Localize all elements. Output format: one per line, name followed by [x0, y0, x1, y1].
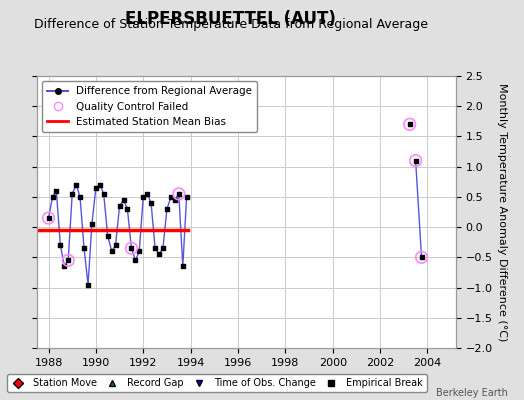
Point [174, 191, 183, 197]
Point [151, 245, 159, 252]
Point [64, 257, 72, 264]
Y-axis label: Monthly Temperature Anomaly Difference (°C): Monthly Temperature Anomaly Difference (… [497, 83, 507, 341]
Point [182, 194, 191, 200]
Text: Berkeley Earth: Berkeley Earth [436, 388, 508, 398]
Point [52, 188, 61, 194]
Point [88, 221, 96, 227]
Point [107, 248, 116, 254]
Point [119, 197, 128, 203]
Text: Difference of Station Temperature Data from Regional Average: Difference of Station Temperature Data f… [34, 18, 428, 31]
Point [417, 254, 425, 260]
Point [127, 245, 136, 252]
Point [76, 194, 84, 200]
Legend: Station Move, Record Gap, Time of Obs. Change, Empirical Break: Station Move, Record Gap, Time of Obs. C… [7, 374, 427, 392]
Point [171, 197, 179, 203]
Point [131, 257, 139, 264]
Point [72, 182, 80, 188]
Text: ELPERSBUETTEL (AUT): ELPERSBUETTEL (AUT) [125, 10, 336, 28]
Point [411, 158, 420, 164]
Point [48, 194, 57, 200]
Point [123, 206, 132, 212]
Point [45, 215, 53, 221]
Point [104, 233, 112, 239]
Point [155, 251, 163, 258]
Point [115, 203, 124, 209]
Point [406, 121, 414, 128]
Point [174, 191, 183, 197]
Point [80, 245, 88, 252]
Point [159, 245, 167, 252]
Point [135, 248, 144, 254]
Point [127, 245, 136, 252]
Point [163, 206, 171, 212]
Point [64, 257, 72, 264]
Point [143, 191, 151, 197]
Point [60, 263, 69, 270]
Point [139, 194, 147, 200]
Point [167, 194, 175, 200]
Point [100, 191, 108, 197]
Point [84, 281, 92, 288]
Point [96, 182, 104, 188]
Point [406, 121, 414, 128]
Point [411, 158, 420, 164]
Point [68, 191, 77, 197]
Point [147, 200, 155, 206]
Point [417, 254, 425, 260]
Point [56, 242, 64, 248]
Point [112, 242, 120, 248]
Point [92, 185, 100, 191]
Point [45, 215, 53, 221]
Point [179, 263, 187, 270]
